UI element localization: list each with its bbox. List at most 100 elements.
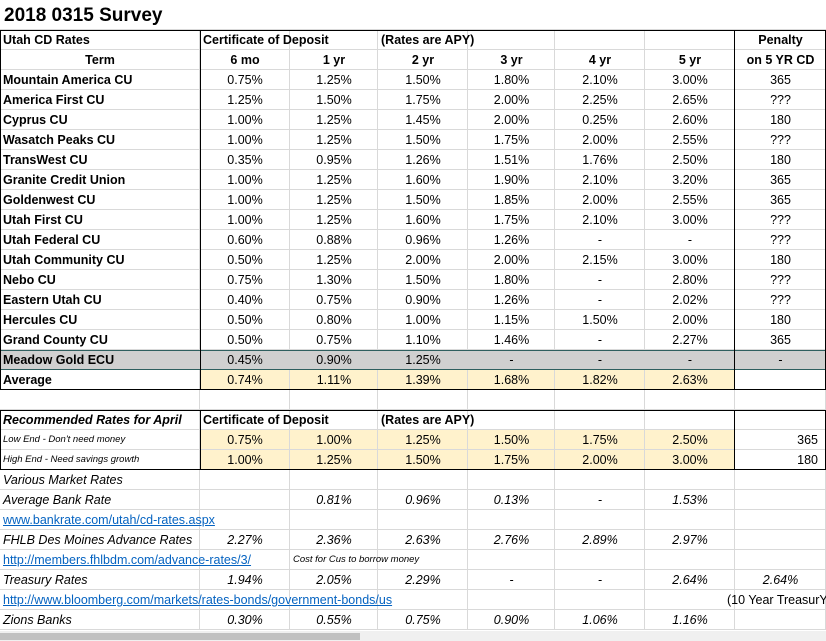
grid-cell xyxy=(0,390,200,410)
cell-value: 2.63% xyxy=(672,373,708,387)
column-header: 6 mo xyxy=(230,53,260,67)
grid-cell xyxy=(555,610,645,630)
row-label: Meadow Gold ECU xyxy=(3,353,115,367)
row-label: Goldenwest CU xyxy=(3,193,96,207)
cell-value: 1.85% xyxy=(493,193,530,207)
cell-value: 2.76% xyxy=(493,533,530,547)
grid-cell xyxy=(378,490,468,510)
grid-cell xyxy=(468,70,555,90)
cell-value: 1.50% xyxy=(316,93,352,107)
cell-value: 0.75% xyxy=(316,333,352,347)
cell-value: 1.30% xyxy=(316,273,352,287)
link[interactable]: http://members.fhlbdm.com/advance-rates/… xyxy=(3,553,252,567)
cell-value: 2.27% xyxy=(227,533,263,547)
grid-cell xyxy=(200,270,290,290)
section-label: Various Market Rates xyxy=(3,473,123,487)
cell-value: 180 xyxy=(797,453,818,467)
grid-cell xyxy=(378,610,468,630)
cell-value: 1.26% xyxy=(405,153,441,167)
rates-note: (Rates are APY) xyxy=(381,413,475,427)
group-header: Certificate of Deposit xyxy=(203,413,329,427)
grid-cell xyxy=(0,610,200,630)
cell-value: 0.95% xyxy=(316,153,352,167)
header-row-line xyxy=(0,0,826,30)
grid-cell xyxy=(468,170,555,190)
cell-value: 0.75% xyxy=(316,293,352,307)
cell-value: 2.15% xyxy=(582,253,618,267)
grid-cell xyxy=(468,310,555,330)
grid-cell xyxy=(378,410,468,430)
note: (10 Year TreasurY xyxy=(727,593,826,607)
grid-cell xyxy=(378,390,468,410)
cell-value: 0.55% xyxy=(316,613,352,627)
cell-value: 0.74% xyxy=(227,373,263,387)
cell-value: 1.00% xyxy=(405,313,441,327)
cell-value: 2.89% xyxy=(582,533,618,547)
grid-cell xyxy=(200,150,290,170)
grid-cell xyxy=(378,270,468,290)
grid-cell xyxy=(378,110,468,130)
link[interactable]: http://www.bloomberg.com/markets/rates-b… xyxy=(3,593,393,607)
grid-cell xyxy=(378,190,468,210)
grid-cell xyxy=(200,50,290,70)
grid-cell xyxy=(555,290,645,310)
cell-value: 1.75% xyxy=(493,213,530,227)
cell-value: 2.00% xyxy=(582,193,618,207)
grid-cell xyxy=(555,510,645,530)
grid-cell xyxy=(200,470,290,490)
grid-cell xyxy=(378,150,468,170)
rec-fill xyxy=(468,430,555,450)
cell-value: 2.10% xyxy=(582,173,618,187)
rec-fill xyxy=(378,430,468,450)
cell-value: 1.00% xyxy=(227,173,263,187)
row-label: Zions Banks xyxy=(3,613,72,627)
cell-value: 0.40% xyxy=(227,293,263,307)
grid-cell xyxy=(555,250,645,270)
cell-value: 0.50% xyxy=(227,313,263,327)
grid-cell xyxy=(555,310,645,330)
cell-value: - xyxy=(509,353,514,367)
grid-cell xyxy=(555,410,645,430)
cell-value: 2.80% xyxy=(672,273,708,287)
grid-cell xyxy=(290,70,378,90)
cell-value: 2.65% xyxy=(672,93,708,107)
grid-cell xyxy=(735,470,826,490)
grid-cell xyxy=(735,530,826,550)
cell-value: 0.88% xyxy=(316,233,352,247)
grid-cell xyxy=(468,250,555,270)
row-label: Hercules CU xyxy=(3,313,78,327)
grid-cell xyxy=(200,70,290,90)
grid-cell xyxy=(200,250,290,270)
cell-value: 1.00% xyxy=(227,193,263,207)
grid-cell xyxy=(200,170,290,190)
grid-cell xyxy=(468,110,555,130)
cell-value: 1.75% xyxy=(493,133,530,147)
cell-value: 0.90% xyxy=(316,353,352,367)
cell-value: 180 xyxy=(770,153,791,167)
grid-cell xyxy=(0,70,200,90)
link[interactable]: www.bankrate.com/utah/cd-rates.aspx xyxy=(3,513,215,527)
cell-value: 180 xyxy=(770,313,791,327)
grid-cell xyxy=(0,190,200,210)
row-label: High End - Need savings growth xyxy=(3,454,140,465)
cell-value: 1.00% xyxy=(227,113,263,127)
grid-cell xyxy=(645,530,735,550)
grid-cell xyxy=(200,230,290,250)
grid-cell xyxy=(290,50,378,70)
cell-value: 1.06% xyxy=(582,613,618,627)
grid-cell xyxy=(200,570,290,590)
grid-cell xyxy=(290,470,378,490)
grid-cell xyxy=(378,290,468,310)
cell-value: 0.75% xyxy=(227,273,263,287)
grid-cell xyxy=(555,330,645,350)
cell-value: 0.35% xyxy=(227,153,263,167)
grid-cell xyxy=(468,270,555,290)
grid-cell xyxy=(555,30,645,50)
cell-value: 1.51% xyxy=(493,153,530,167)
grid-cell xyxy=(645,390,735,410)
cell-value: 1.50% xyxy=(493,433,530,447)
column-header: Term xyxy=(85,53,115,67)
cell-value: 1.00% xyxy=(316,433,352,447)
cell-value: 1.25% xyxy=(316,193,352,207)
grid-cell xyxy=(290,390,378,410)
